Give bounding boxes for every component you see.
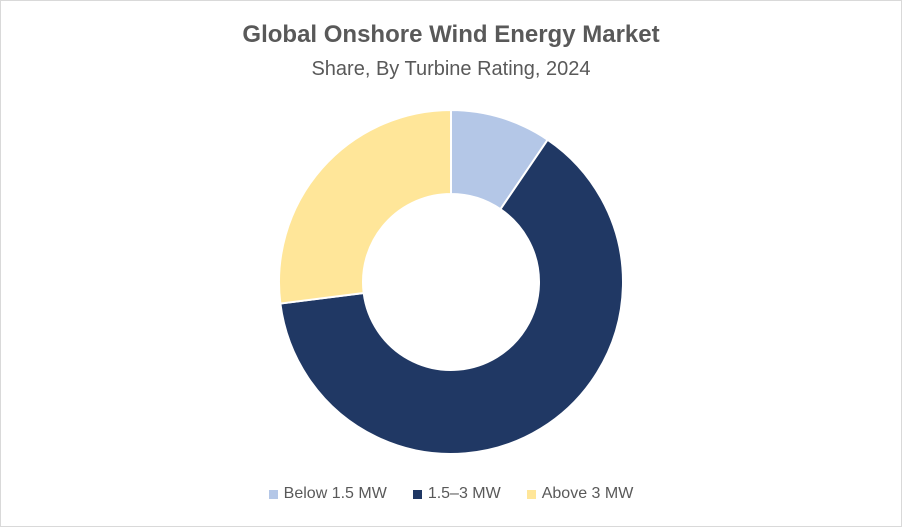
legend-label: Above 3 MW	[541, 485, 634, 502]
donut-slice-1-5-3-mw	[279, 138, 624, 455]
legend-swatch	[268, 489, 278, 499]
donut-slice-above-3-mw	[278, 108, 452, 305]
legend-label: 1.5–3 MW	[427, 485, 501, 502]
legend-swatch	[412, 489, 422, 499]
legend-swatch	[526, 489, 536, 499]
chart-title: Global Onshore Wind Energy Market	[242, 21, 660, 48]
legend-label: Below 1.5 MW	[283, 485, 387, 502]
legend-item: Below 1.5 MW	[268, 485, 387, 503]
legend-item: 1.5–3 MW	[412, 485, 501, 503]
legend-item: Above 3 MW	[526, 485, 634, 503]
chart-legend: Below 1.5 MW 1.5–3 MW Above 3 MW	[1, 485, 901, 503]
chart-subtitle: Share, By Turbine Rating, 2024	[311, 58, 591, 80]
